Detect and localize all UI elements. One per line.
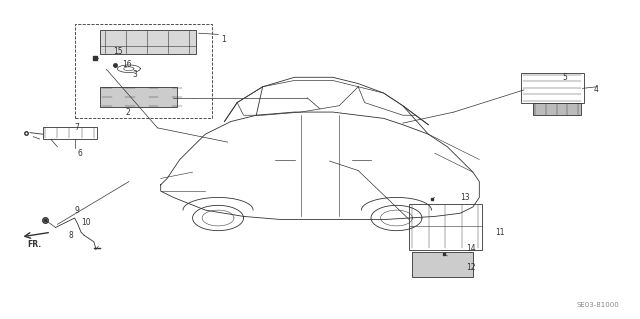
Text: 16: 16 [122, 60, 132, 69]
Text: 6: 6 [78, 149, 83, 158]
Text: 15: 15 [113, 48, 122, 56]
Text: 7: 7 [75, 123, 79, 132]
Text: 3: 3 [132, 70, 137, 78]
Text: 13: 13 [460, 193, 470, 202]
FancyBboxPatch shape [412, 252, 473, 277]
Text: 2: 2 [125, 108, 131, 116]
Text: 11: 11 [495, 228, 505, 237]
Text: 9: 9 [75, 206, 79, 215]
Text: 8: 8 [68, 231, 73, 240]
FancyBboxPatch shape [100, 30, 196, 54]
FancyBboxPatch shape [100, 87, 177, 107]
Text: SE03-81000: SE03-81000 [577, 302, 620, 308]
Text: 1: 1 [221, 35, 226, 44]
Text: 12: 12 [467, 263, 476, 271]
Text: FR.: FR. [28, 240, 42, 249]
Text: 14: 14 [467, 243, 476, 253]
Text: 4: 4 [594, 85, 599, 94]
Text: 10: 10 [81, 218, 91, 227]
FancyBboxPatch shape [534, 103, 581, 115]
Text: 5: 5 [562, 73, 567, 82]
